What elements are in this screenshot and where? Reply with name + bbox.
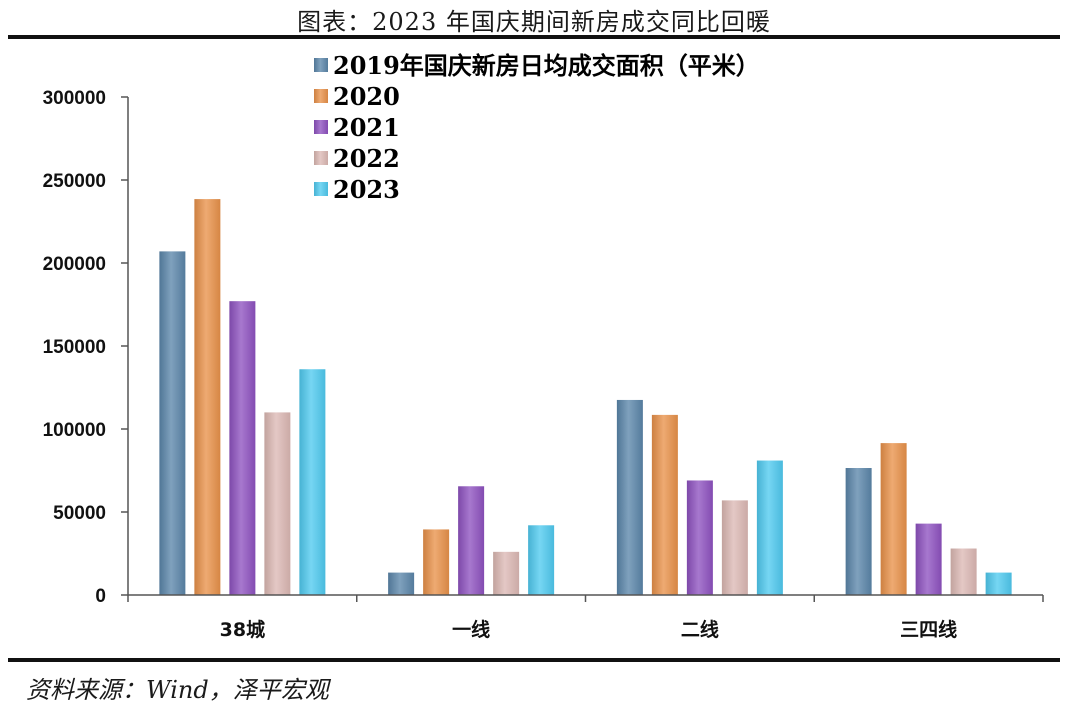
bar-2019-一线 xyxy=(388,572,415,595)
bar-2021-一线 xyxy=(458,486,485,595)
y-tick-label: 150000 xyxy=(43,337,106,358)
bar-2022-三四线 xyxy=(950,548,977,595)
top-rule xyxy=(8,35,1060,39)
bar-2020-二线 xyxy=(651,414,678,595)
bar-2022-一线 xyxy=(493,551,520,595)
bar-2019-二线 xyxy=(616,399,643,595)
bar-2021-38城 xyxy=(229,301,256,595)
x-category-label: 38城 xyxy=(220,618,265,641)
bar-2022-38城 xyxy=(264,412,291,595)
legend-swatch xyxy=(314,58,328,72)
legend-label: 2021 xyxy=(333,113,400,142)
bar-2023-一线 xyxy=(528,525,555,595)
y-tick-label: 300000 xyxy=(43,88,106,109)
legend-label: 2020 xyxy=(333,82,400,111)
bars xyxy=(159,199,1012,595)
bar-2022-二线 xyxy=(721,500,748,595)
bar-2019-三四线 xyxy=(845,468,872,595)
bar-2020-一线 xyxy=(423,529,450,595)
legend-swatch xyxy=(314,89,328,103)
bar-2019-38城 xyxy=(159,251,186,595)
bar-2023-38城 xyxy=(299,369,326,595)
legend-label: 2019年国庆新房日均成交面积（平米） xyxy=(333,51,760,80)
legend-swatch xyxy=(314,182,328,196)
chart-title: 图表：2023 年国庆期间新房成交同比回暖 xyxy=(297,8,771,36)
x-category-label: 一线 xyxy=(452,618,490,641)
x-category-label: 二线 xyxy=(681,618,719,641)
bottom-rule xyxy=(8,658,1060,662)
y-tick-label: 0 xyxy=(95,586,106,607)
bar-2020-三四线 xyxy=(880,443,907,595)
x-category-label: 三四线 xyxy=(900,618,957,641)
legend-swatch xyxy=(314,151,328,165)
legend-label: 2023 xyxy=(333,175,400,204)
source-note: 资料来源：Wind，泽平宏观 xyxy=(26,676,329,704)
x-axis: 38城 一线 二线 三四线 xyxy=(127,594,1044,641)
bar-2023-三四线 xyxy=(985,572,1012,595)
legend-label: 2022 xyxy=(333,144,400,173)
legend-swatch xyxy=(314,120,328,134)
y-tick-label: 200000 xyxy=(43,254,106,275)
bar-2021-三四线 xyxy=(915,523,942,595)
bar-2020-38城 xyxy=(194,199,221,595)
y-axis: 0 50000 100000 150000 200000 250000 300000 xyxy=(43,88,129,607)
y-tick-label: 250000 xyxy=(43,171,106,192)
y-tick-label: 50000 xyxy=(53,503,106,524)
bar-2021-二线 xyxy=(686,480,713,595)
bar-2023-二线 xyxy=(756,460,783,595)
y-tick-label: 100000 xyxy=(43,420,106,441)
